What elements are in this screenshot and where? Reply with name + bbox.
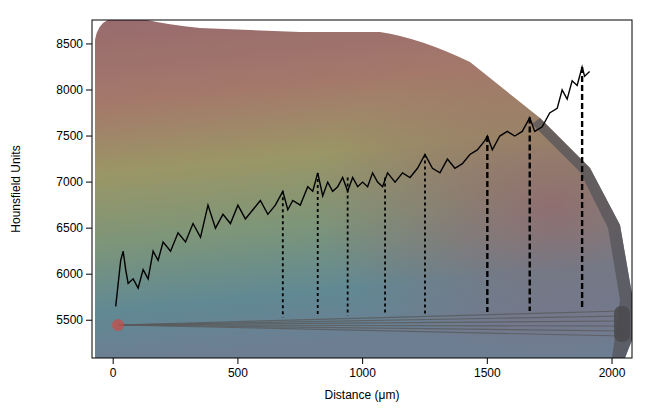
drop-line xyxy=(282,191,284,317)
y-tick xyxy=(86,182,92,183)
y-tick-label: 8000 xyxy=(56,83,83,97)
transect xyxy=(118,325,622,336)
drop-line xyxy=(529,118,531,311)
drop-line xyxy=(347,177,349,315)
drop-line xyxy=(486,136,488,312)
y-tick xyxy=(86,89,92,90)
y-tick xyxy=(86,228,92,229)
specimen-image xyxy=(95,20,632,358)
y-tick-label: 7000 xyxy=(56,175,83,189)
x-tick xyxy=(487,358,488,364)
x-tick xyxy=(612,358,613,364)
x-axis-title: Distance (μm) xyxy=(325,388,400,402)
y-tick-label: 5500 xyxy=(56,313,83,327)
x-tick-label: 500 xyxy=(228,366,248,380)
y-tick-label: 8500 xyxy=(56,37,83,51)
plot-frame xyxy=(92,20,632,358)
x-tick xyxy=(237,358,238,364)
plot-data xyxy=(116,67,590,318)
x-tick-label: 2000 xyxy=(599,366,626,380)
specimen-shade xyxy=(95,20,632,358)
hu-line xyxy=(116,67,590,306)
y-tick xyxy=(86,274,92,275)
x-tick-label: 1500 xyxy=(474,366,501,380)
x-tick xyxy=(362,358,363,364)
y-tick xyxy=(86,43,92,44)
y-tick-label: 6500 xyxy=(56,221,83,235)
transect-start xyxy=(112,319,124,331)
transect xyxy=(118,321,622,325)
drop-line xyxy=(424,154,426,313)
y-tick-label: 7500 xyxy=(56,129,83,143)
x-tick-label: 1000 xyxy=(349,366,376,380)
specimen xyxy=(95,20,632,358)
drop-line xyxy=(581,67,583,309)
transect xyxy=(118,316,622,325)
y-tick xyxy=(86,320,92,321)
y-tick xyxy=(86,136,92,137)
transect-end xyxy=(614,306,630,342)
drop-line xyxy=(317,173,319,317)
y-tick-label: 6000 xyxy=(56,267,83,281)
x-tick-label: 0 xyxy=(110,366,117,380)
transect xyxy=(118,311,622,325)
drop-line xyxy=(384,177,386,314)
x-tick xyxy=(113,358,114,364)
chart: 5500 6000 6500 7000 7500 8000 8500 0 500 1000 1500… xyxy=(0,0,655,414)
y-axis-title: Hounsfield Units xyxy=(9,145,23,232)
